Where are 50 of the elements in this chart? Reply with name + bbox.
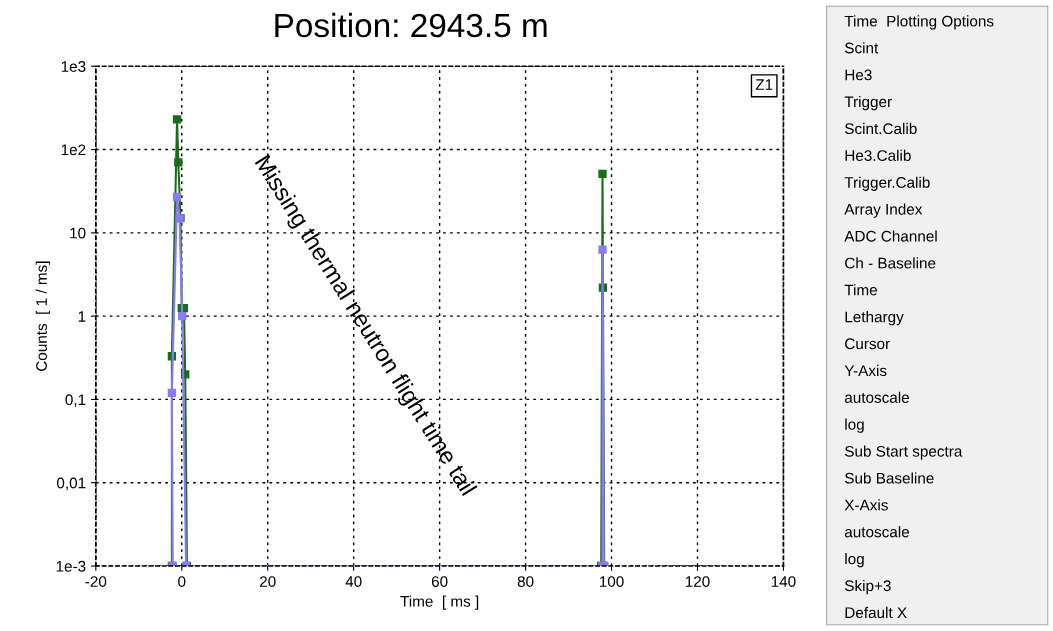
text: log — [845, 418, 864, 433]
x-tick-label: 0 — [178, 576, 186, 587]
text: Time — [844, 284, 877, 296]
point — [598, 169, 607, 179]
y-tick-label: 1 — [78, 311, 86, 322]
point — [172, 192, 182, 202]
x-tick-label: 80 — [517, 576, 534, 587]
text: Array Index — [844, 203, 923, 218]
text: Scint — [844, 42, 879, 54]
text: Ch - Baseline — [845, 257, 936, 269]
x-tick-label: -20 — [85, 576, 107, 587]
x-tick-label: 100 — [599, 576, 624, 587]
text: He3.Calib — [845, 149, 911, 161]
x-tick-label: 20 — [260, 576, 276, 587]
y-tick-label: 0,01 — [56, 477, 86, 491]
text: log — [845, 553, 864, 568]
x-tick-label: 40 — [345, 576, 362, 587]
text: Trigger — [844, 95, 892, 111]
y-tick-label: 0,1 — [65, 394, 86, 407]
text: Time Plotting Options — [844, 15, 994, 30]
text: X-Axis — [844, 499, 888, 511]
text: Lethargy — [845, 311, 904, 326]
text: He3 — [845, 69, 872, 81]
text: Default X — [845, 606, 907, 619]
text: Y-Axis — [844, 364, 887, 377]
y-tick-label: 1e2 — [61, 144, 86, 156]
annotation: Z1 — [755, 79, 773, 90]
text: Skip+3 — [844, 579, 891, 595]
text: ADC Channel — [844, 230, 937, 242]
point — [178, 311, 187, 321]
text: autoscale — [844, 526, 910, 538]
y-tick-label: 1e-3 — [56, 560, 86, 572]
y-tick-label: 10 — [70, 227, 86, 239]
text: Scint.Calib — [844, 122, 917, 135]
text: Sub Start spectra — [844, 445, 963, 460]
x-tick-label: 140 — [771, 576, 796, 587]
chart-title: Position: 2943.5 m — [275, 12, 547, 38]
point — [167, 388, 177, 397]
text: autoscale — [844, 391, 910, 403]
point — [172, 115, 182, 124]
point — [174, 158, 183, 167]
text: Trigger.Calib — [844, 176, 930, 191]
y-tick-label: 1e3 — [61, 61, 86, 72]
text: Cursor — [845, 338, 890, 350]
text: Sub Baseline — [844, 472, 934, 484]
x-tick-label: 120 — [685, 576, 710, 587]
y-axis-title: Counts [ 1 / ms] — [35, 261, 50, 371]
x-axis-title: Time [ ms ] — [400, 595, 479, 610]
point — [598, 245, 607, 254]
x-tick-label: 60 — [431, 576, 448, 587]
